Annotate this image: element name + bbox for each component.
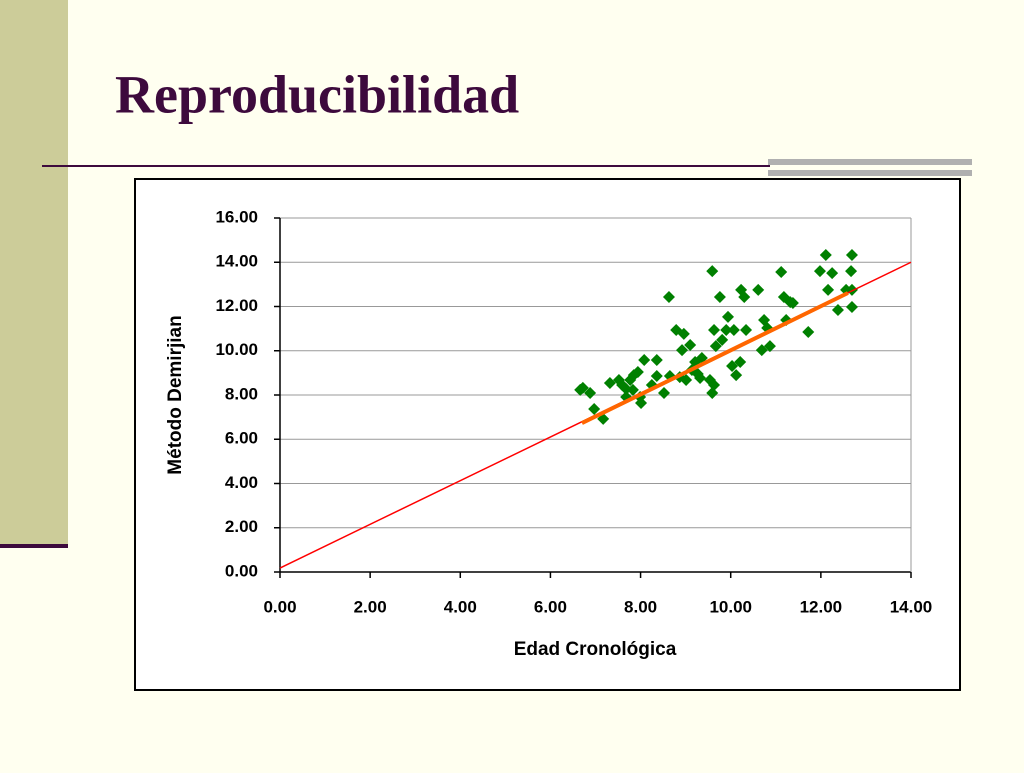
scatter-point — [676, 344, 689, 357]
scatter-point — [722, 310, 735, 323]
scatter-point — [831, 304, 844, 317]
scatter-point — [755, 344, 768, 357]
scatter-point — [694, 371, 707, 384]
scatter-point — [727, 323, 740, 336]
scatter-point — [631, 365, 644, 378]
scatter-point — [713, 290, 726, 303]
scatter-point — [740, 323, 753, 336]
scatter-point — [716, 333, 729, 346]
scatter-point — [813, 265, 826, 278]
scatter-point — [662, 290, 675, 303]
x-tick-label: 8.00 — [624, 597, 657, 616]
scatter-point — [703, 373, 716, 386]
y-tick-label: 2.00 — [225, 517, 258, 536]
scatter-point — [638, 354, 651, 367]
scatter-point — [763, 340, 776, 353]
scatter-point — [738, 290, 751, 303]
x-tick-label: 14.00 — [890, 597, 933, 616]
scatter-point — [650, 354, 663, 367]
x-tick-label: 4.00 — [444, 597, 477, 616]
scatter-point — [730, 369, 743, 382]
slide-title: Reproducibilidad — [115, 64, 519, 124]
side-bar — [0, 0, 68, 548]
scatter-point — [786, 296, 799, 309]
y-tick-label: 4.00 — [225, 473, 258, 492]
scatter-point — [752, 283, 765, 296]
y-tick-label: 6.00 — [225, 429, 258, 448]
y-tick-label: 14.00 — [215, 252, 258, 271]
scatter-point — [709, 340, 722, 353]
y-tick-label: 0.00 — [225, 561, 258, 580]
scatter-point — [708, 323, 721, 336]
trend-line — [581, 291, 849, 425]
scatter-point — [819, 248, 832, 261]
scatter-point — [845, 300, 858, 313]
rule-accent — [768, 170, 972, 176]
scatter-point — [588, 402, 601, 415]
scatter-point — [584, 387, 597, 400]
x-tick-label: 10.00 — [709, 597, 752, 616]
y-tick-label: 8.00 — [225, 384, 258, 403]
rule-accent — [768, 159, 972, 165]
y-tick-label: 16.00 — [215, 207, 258, 226]
scatter-point — [726, 360, 739, 373]
scatter-point — [680, 373, 693, 386]
scatter-point — [706, 387, 719, 400]
scatter-point — [706, 265, 719, 278]
scatter-point — [650, 369, 663, 382]
side-bar-edge — [0, 544, 68, 548]
y-tick-label: 10.00 — [215, 340, 258, 359]
scatter-point — [734, 356, 747, 369]
y-axis-title: Método Demirjian — [165, 315, 186, 474]
chart-frame — [134, 178, 961, 691]
x-tick-label: 12.00 — [800, 597, 843, 616]
scatter-point — [720, 323, 733, 336]
scatter-point — [677, 327, 690, 340]
scatter-point — [684, 338, 697, 351]
x-tick-label: 2.00 — [354, 597, 387, 616]
scatter-point — [574, 383, 587, 396]
x-axis-title: Edad Cronológica — [514, 639, 677, 660]
scatter-point — [775, 265, 788, 278]
plot: 0.00 2.00 4.00 6.00 8.00 10.00 12.00 14.00 16.00… — [215, 207, 932, 616]
scatter-point — [658, 387, 671, 400]
y-tick-label: 12.00 — [215, 296, 258, 315]
scatter-point — [845, 265, 858, 278]
x-tick-label: 6.00 — [534, 597, 567, 616]
scatter-point — [822, 283, 835, 296]
x-tick-label: 0.00 — [263, 597, 296, 616]
scatter-point — [802, 325, 815, 338]
scatter-point — [826, 267, 839, 280]
scatter-point — [626, 383, 639, 396]
scatter-point — [845, 248, 858, 261]
scatter-point — [603, 377, 616, 390]
